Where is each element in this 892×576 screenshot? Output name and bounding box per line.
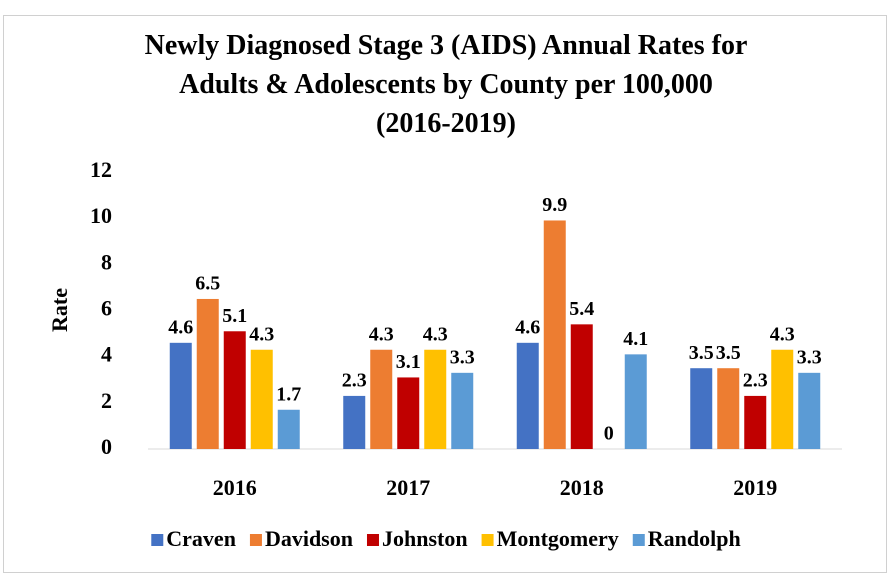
x-tick-label: 2016	[213, 475, 257, 500]
data-label: 4.6	[168, 316, 193, 338]
bar	[624, 354, 647, 449]
y-tick-label: 0	[101, 434, 112, 459]
legend-swatch	[481, 534, 494, 546]
data-label: 4.3	[369, 323, 394, 345]
data-label: 3.3	[797, 346, 822, 368]
data-label: 3.5	[689, 342, 714, 364]
data-label: 5.1	[222, 305, 247, 327]
data-label: 1.7	[276, 383, 301, 405]
bar	[223, 331, 246, 449]
y-tick-label: 4	[101, 342, 112, 367]
data-label: 4.3	[249, 323, 274, 345]
chart-title: Newly Diagnosed Stage 3 (AIDS) Annual Ra…	[144, 30, 748, 139]
y-axis-label: Rate	[47, 288, 72, 332]
legend-swatch	[249, 534, 262, 546]
bar	[570, 324, 593, 449]
legend-label: Davidson	[265, 526, 353, 551]
bar	[169, 342, 192, 449]
y-tick-label: 8	[101, 249, 112, 274]
chart-frame	[3, 15, 887, 573]
data-label: 4.3	[423, 323, 448, 345]
x-tick-label: 2019	[733, 475, 777, 500]
bar	[196, 298, 219, 449]
y-tick-label: 12	[90, 157, 112, 182]
data-label: 2.3	[743, 370, 768, 392]
data-label: 0	[604, 423, 614, 445]
bar	[744, 395, 767, 449]
data-label: 2.3	[342, 370, 367, 392]
legend-label: Craven	[166, 526, 236, 551]
bar	[424, 349, 447, 449]
bar	[798, 372, 821, 449]
data-label: 5.4	[569, 298, 594, 320]
y-tick-label: 10	[90, 203, 112, 228]
y-tick-label: 6	[101, 296, 112, 321]
bar	[690, 368, 713, 449]
x-tick-label: 2017	[386, 475, 430, 500]
bar	[771, 349, 794, 449]
data-label: 4.1	[623, 328, 648, 350]
bar	[370, 349, 393, 449]
data-label: 4.6	[515, 316, 540, 338]
bar	[717, 368, 740, 449]
data-label: 3.5	[716, 342, 741, 364]
bar	[277, 409, 300, 449]
bar	[397, 377, 420, 449]
legend-label: Johnston	[382, 526, 468, 551]
data-label: 3.3	[450, 346, 475, 368]
bar	[543, 220, 566, 449]
data-label: 3.1	[396, 351, 421, 373]
bar	[343, 395, 366, 449]
legend-swatch	[151, 534, 164, 546]
data-label: 6.5	[195, 273, 220, 295]
data-label: 9.9	[542, 194, 567, 216]
legend-swatch	[632, 534, 645, 546]
bar	[250, 349, 273, 449]
bar	[451, 372, 474, 449]
legend-label: Montgomery	[497, 526, 619, 551]
legend-label: Randolph	[648, 526, 741, 551]
bar	[516, 342, 539, 449]
data-label: 4.3	[770, 323, 795, 345]
y-tick-label: 2	[101, 388, 112, 413]
x-tick-label: 2018	[560, 475, 604, 500]
legend-swatch	[366, 534, 379, 546]
